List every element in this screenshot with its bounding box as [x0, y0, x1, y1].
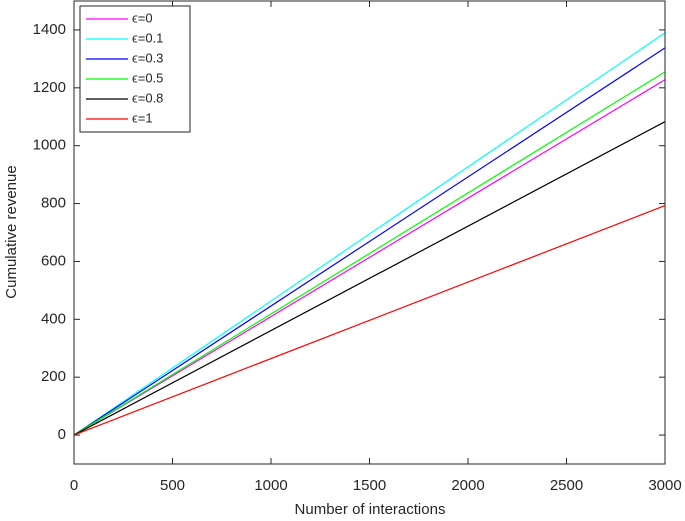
x-tick-label: 0 [70, 477, 78, 494]
series-line [73, 121, 666, 436]
series-line [73, 205, 666, 436]
series-line [73, 71, 666, 436]
y-tick-label: 1400 [33, 21, 66, 38]
legend-box [79, 5, 191, 133]
y-tick-label: 600 [41, 252, 66, 269]
y-tick-label: 200 [41, 368, 66, 385]
x-tick-label: 1000 [254, 477, 287, 494]
y-axis-label: Cumulative revenue [3, 165, 20, 298]
legend-label: ϵ=1 [132, 110, 153, 125]
series-line [73, 47, 666, 436]
y-tick-label: 0 [58, 426, 66, 443]
x-tick-label: 2500 [550, 477, 583, 494]
y-tick-label: 800 [41, 195, 66, 212]
x-tick-label: 1500 [353, 477, 386, 494]
legend-label: ϵ=0.8 [132, 90, 163, 105]
legend: ϵ=0 ϵ=0.1 ϵ=0.3 ϵ=0.5 ϵ=0.8 ϵ=1 [79, 5, 191, 133]
x-axis-label: Number of interactions [295, 501, 446, 518]
x-tick-label: 2000 [451, 477, 484, 494]
legend-label: ϵ=0 [132, 10, 153, 25]
legend-label: ϵ=0.3 [132, 50, 163, 65]
series-line [73, 32, 666, 436]
y-tick-label: 1200 [33, 79, 66, 96]
y-tick-label: 400 [41, 310, 66, 327]
legend-label: ϵ=0.1 [132, 30, 163, 45]
y-tick-label: 1000 [33, 137, 66, 154]
series-line [73, 79, 666, 436]
x-tick-label: 500 [160, 477, 185, 494]
legend-label: ϵ=0.5 [132, 70, 163, 85]
x-tick-label: 3000 [648, 477, 681, 494]
